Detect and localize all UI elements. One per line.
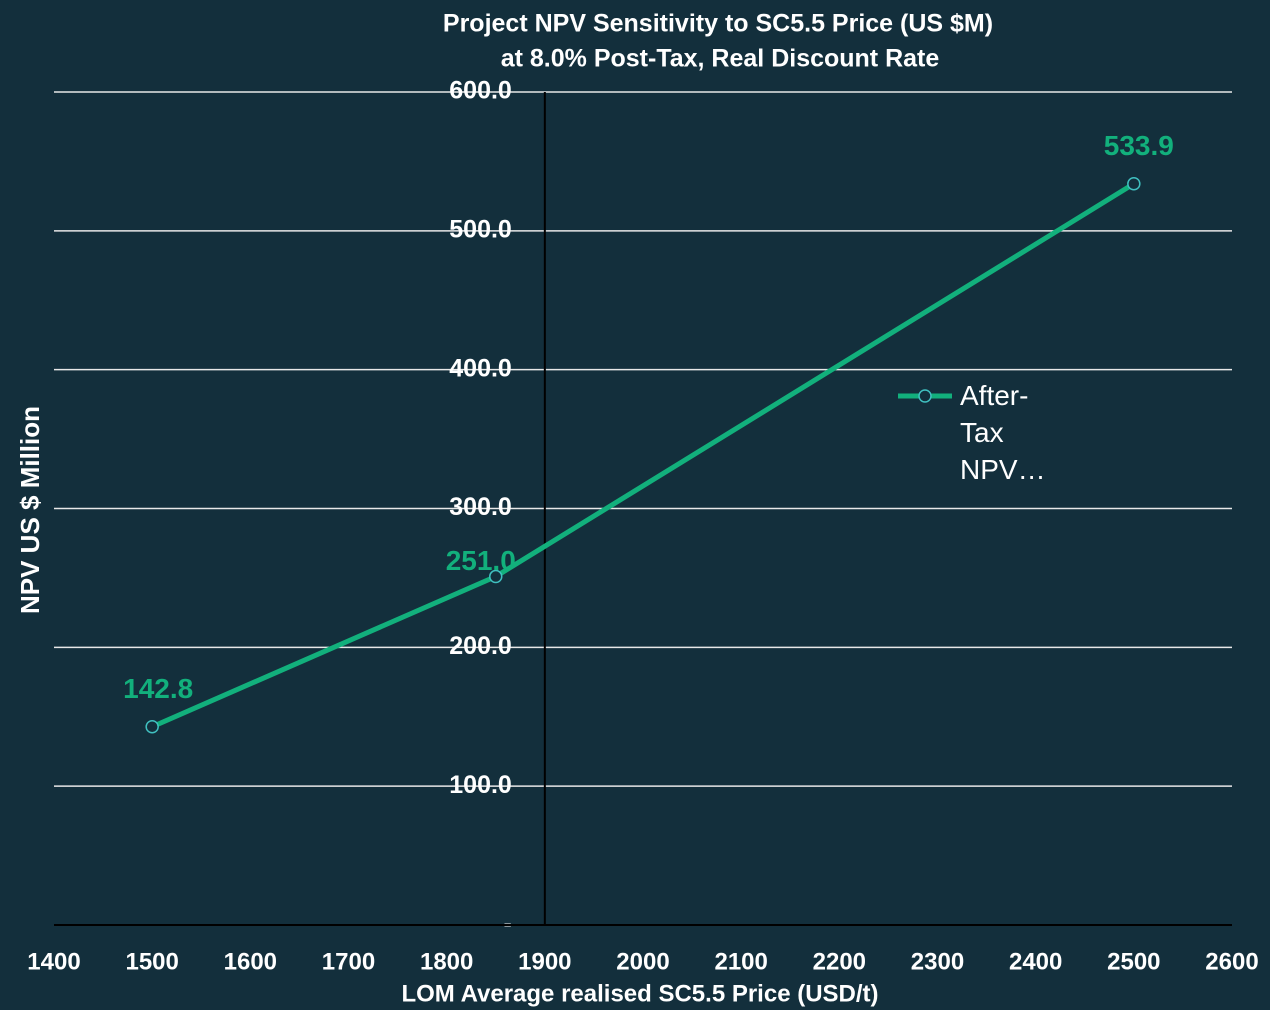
x-tick-label: 2200 <box>813 948 866 975</box>
y-axis-title: NPV US $ Million <box>15 406 45 614</box>
data-label: 251.0 <box>446 545 516 576</box>
chart-subtitle: at 8.0% Post-Tax, Real Discount Rate <box>501 45 940 73</box>
x-tick-label: 2600 <box>1205 948 1258 975</box>
x-tick-label: 2300 <box>911 948 964 975</box>
data-point <box>145 719 159 734</box>
y-tick-label: 600.0 <box>449 77 512 105</box>
y-tick-label: 300.0 <box>449 493 512 521</box>
x-tick-label: 2400 <box>1009 948 1062 975</box>
x-tick-label: 1800 <box>420 948 473 975</box>
legend-marker <box>918 389 932 403</box>
x-axis-title: LOM Average realised SC5.5 Price (USD/t) <box>401 980 878 1007</box>
x-tick-label: 1700 <box>322 948 375 975</box>
x-tick-label: 1500 <box>125 948 178 975</box>
y-tick-label: 100.0 <box>449 771 512 799</box>
data-point <box>1127 177 1141 191</box>
x-tick-label: 2000 <box>616 948 669 975</box>
x-tick-label: 2500 <box>1107 948 1160 975</box>
legend-swatch <box>898 389 952 403</box>
y-tick-label: - <box>504 910 512 938</box>
x-tick-label: 2100 <box>714 948 767 975</box>
data-label: 533.9 <box>1104 130 1174 161</box>
data-label: 142.8 <box>123 673 193 704</box>
chart-title: Project NPV Sensitivity to SC5.5 Price (… <box>443 10 993 38</box>
y-tick-label: 400.0 <box>449 354 512 382</box>
legend-label: After-Tax NPV… <box>960 380 1046 485</box>
data-point <box>489 569 503 584</box>
x-tick-label: 1600 <box>224 948 277 975</box>
y-tick-label: 500.0 <box>449 215 512 243</box>
x-tick-label: 1400 <box>27 948 80 975</box>
legend: After-Tax NPV… <box>898 377 1060 488</box>
x-tick-label: 1900 <box>518 948 571 975</box>
y-tick-label: 200.0 <box>449 632 512 660</box>
